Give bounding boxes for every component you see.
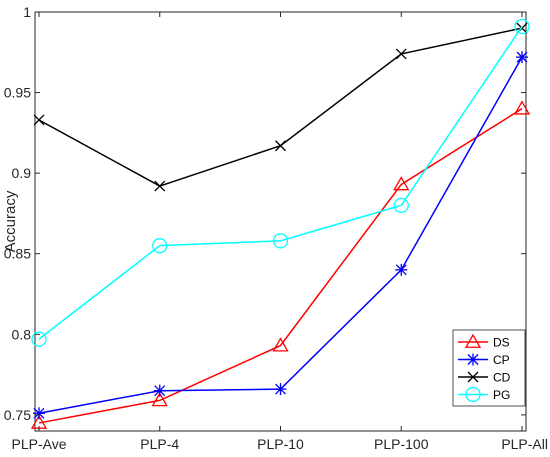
series-cp	[33, 51, 528, 420]
legend-item-cp: CP	[458, 353, 510, 367]
data-point-cd	[395, 48, 407, 60]
y-tick-label: 0.8	[12, 326, 32, 342]
x-tick-label: PLP-All	[501, 436, 548, 452]
x-tick-label: PLP-100	[374, 436, 429, 452]
plot-frame	[34, 11, 527, 432]
data-point-pg	[393, 197, 409, 214]
x-tick-label: PLP-10	[257, 436, 304, 452]
data-point-cp	[153, 384, 166, 397]
y-tick-label: 0.85	[4, 246, 31, 262]
legend: DS CP CD PG	[452, 329, 526, 407]
series-ds	[30, 100, 531, 429]
x-tick-label: PLP-Ave	[12, 436, 67, 452]
data-point-cp	[274, 383, 287, 396]
data-point-pg	[152, 238, 168, 254]
plot-area	[34, 11, 527, 432]
data-point-cp	[33, 407, 45, 420]
series-line-ds	[38, 108, 523, 424]
y-tick-label: 1	[23, 4, 31, 20]
series-cd	[33, 22, 528, 192]
data-point-cp	[516, 51, 528, 64]
legend-item-ds: DS	[458, 333, 510, 350]
legend-label: DS	[493, 336, 510, 350]
data-point-pg	[31, 331, 47, 347]
data-point-pg	[272, 233, 289, 249]
data-point-cd	[33, 114, 45, 126]
series-line-cp	[38, 56, 523, 415]
y-axis-label: Accuracy	[2, 190, 19, 252]
data-point-pg	[514, 18, 530, 35]
legend-label: CD	[493, 371, 511, 385]
legend-label: CP	[493, 353, 510, 367]
x-tick-label: PLP-4	[140, 436, 179, 452]
legend-item-cd: CD	[458, 371, 511, 385]
y-tick-label: 0.95	[4, 85, 31, 101]
series-layer	[30, 18, 531, 429]
data-point-ds	[272, 337, 289, 352]
data-point-cp	[395, 263, 408, 276]
data-point-cd	[154, 180, 166, 192]
legend-marker-ds	[464, 333, 482, 348]
data-point-cd	[275, 140, 286, 152]
data-point-ds	[393, 176, 410, 191]
legend-marker-cp	[467, 353, 479, 366]
y-tick-label: 0.9	[12, 165, 32, 181]
series-line-pg	[38, 26, 523, 340]
y-tick-label: 0.75	[4, 407, 31, 423]
series-line-cd	[38, 27, 523, 187]
legend-marker-pg	[465, 386, 481, 403]
legend-label: PG	[493, 388, 510, 402]
legend-marker-cd	[467, 371, 479, 383]
axis-ticks: 0.75 0.8 0.85 0.9 0.95 1 PLP-Ave PLP-4 PLP-10 PLP…	[4, 4, 548, 452]
legend-item-pg: PG	[458, 386, 510, 403]
data-point-ds	[151, 392, 168, 407]
series-pg	[31, 18, 530, 347]
data-point-ds	[513, 100, 531, 115]
